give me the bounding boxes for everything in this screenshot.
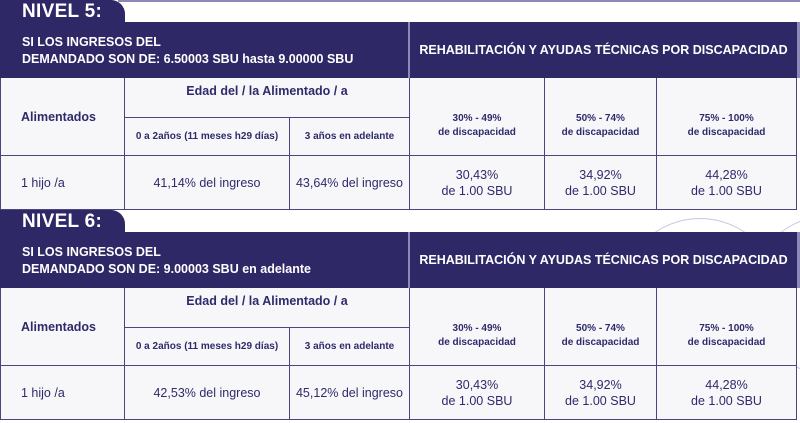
range-sublabel: de discapacidad: [438, 336, 516, 348]
value-base: de 1.00 SBU: [691, 183, 762, 198]
value-age-3plus: 43,64% del ingreso: [290, 156, 410, 210]
col-header-age-3plus: 3 años en adelante: [290, 328, 410, 366]
header-band: SI LOS INGRESOS DEL DEMANDADO SON DE: 9.…: [0, 232, 800, 288]
range-label: 50% - 74%: [576, 112, 625, 124]
col-header-age-0-2: 0 a 2años (11 meses h29 días): [125, 118, 290, 156]
value-pct: 44,28%: [705, 377, 748, 392]
income-condition: SI LOS INGRESOS DEL DEMANDADO SON DE: 9.…: [0, 232, 410, 288]
income-condition: SI LOS INGRESOS DEL DEMANDADO SON DE: 6.…: [0, 22, 410, 78]
range-label: 75% - 100%: [699, 322, 754, 334]
range-label: 30% - 49%: [452, 112, 502, 124]
level-tab: NIVEL 6:: [0, 210, 125, 234]
col-header-age-0-2: 0 a 2años (11 meses h29 días): [125, 328, 290, 366]
range-label: 30% - 49%: [452, 322, 502, 334]
level-tab: NIVEL 5:: [0, 0, 125, 24]
rehab-header: REHABILITACIÓN Y AYUDAS TÉCNICAS POR DIS…: [419, 253, 788, 267]
range-sublabel: de discapacidad: [561, 126, 640, 138]
income-condition-line1: SI LOS INGRESOS DEL: [22, 245, 161, 259]
value-disability-30-49: 30,43% de 1.00 SBU: [410, 366, 545, 420]
row-label: 1 hijo /a: [0, 156, 125, 210]
value-pct: 30,43%: [455, 167, 499, 182]
col-header-alimentados: Alimentados: [0, 78, 125, 156]
col-header-disability-50-74: 50% - 74% de discapacidad: [545, 288, 657, 366]
col-header-disability-75-100: 75% - 100% de discapacidad: [657, 78, 797, 156]
range-label: 75% - 100%: [699, 112, 754, 124]
divider: [118, 0, 800, 2]
value-disability-75-100: 44,28% de 1.00 SBU: [657, 156, 797, 210]
col-header-age-3plus: 3 años en adelante: [290, 118, 410, 156]
col-header-alimentados: Alimentados: [0, 288, 125, 366]
value-base: de 1.00 SBU: [441, 183, 513, 198]
value-disability-75-100: 44,28% de 1.00 SBU: [657, 366, 797, 420]
col-header-age-group: Edad del / la Alimentado / a: [125, 78, 410, 118]
value-age-0-2: 42,53% del ingreso: [125, 366, 290, 420]
value-pct: 34,92%: [579, 377, 622, 392]
value-age-3plus: 45,12% del ingreso: [290, 366, 410, 420]
income-condition-line2: DEMANDADO SON DE: 6.50003 SBU hasta 9.00…: [22, 52, 354, 66]
level-5-table: NIVEL 5: SI LOS INGRESOS DEL DEMANDADO S…: [0, 0, 800, 210]
value-base: de 1.00 SBU: [565, 183, 636, 198]
value-pct: 34,92%: [579, 167, 622, 182]
level-6-table: NIVEL 6: SI LOS INGRESOS DEL DEMANDADO S…: [0, 210, 800, 423]
value-base: de 1.00 SBU: [691, 393, 762, 408]
value-disability-30-49: 30,43% de 1.00 SBU: [410, 156, 545, 210]
value-disability-50-74: 34,92% de 1.00 SBU: [545, 366, 657, 420]
col-header-disability-30-49: 30% - 49% de discapacidad: [410, 288, 545, 366]
row-label: 1 hijo /a: [0, 366, 125, 420]
range-sublabel: de discapacidad: [561, 336, 640, 348]
value-pct: 30,43%: [455, 377, 499, 392]
income-condition-line2: DEMANDADO SON DE: 9.00003 SBU en adelant…: [22, 262, 311, 276]
col-header-age-group: Edad del / la Alimentado / a: [125, 288, 410, 328]
value-age-0-2: 41,14% del ingreso: [125, 156, 290, 210]
value-base: de 1.00 SBU: [565, 393, 636, 408]
range-sublabel: de discapacidad: [438, 126, 516, 138]
col-header-disability-30-49: 30% - 49% de discapacidad: [410, 78, 545, 156]
value-base: de 1.00 SBU: [441, 393, 513, 408]
value-pct: 44,28%: [705, 167, 748, 182]
col-header-disability-75-100: 75% - 100% de discapacidad: [657, 288, 797, 366]
range-label: 50% - 74%: [576, 322, 625, 334]
value-disability-50-74: 34,92% de 1.00 SBU: [545, 156, 657, 210]
col-header-disability-50-74: 50% - 74% de discapacidad: [545, 78, 657, 156]
rehab-header: REHABILITACIÓN Y AYUDAS TÉCNICAS POR DIS…: [419, 43, 788, 57]
income-condition-line1: SI LOS INGRESOS DEL: [22, 35, 161, 49]
range-sublabel: de discapacidad: [687, 126, 766, 138]
range-sublabel: de discapacidad: [687, 336, 766, 348]
header-band: SI LOS INGRESOS DEL DEMANDADO SON DE: 6.…: [0, 22, 800, 78]
